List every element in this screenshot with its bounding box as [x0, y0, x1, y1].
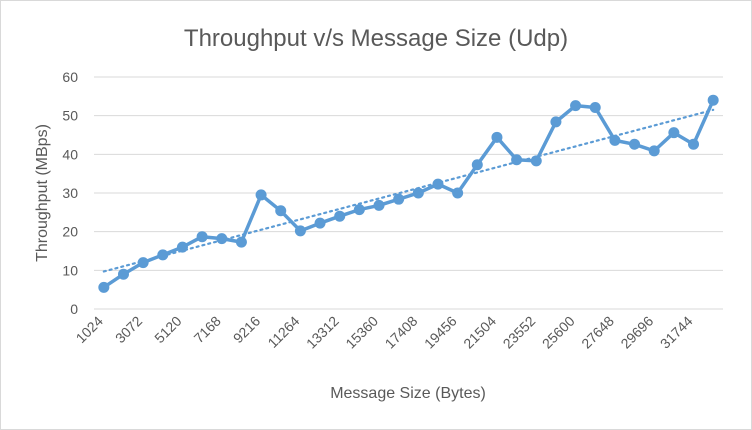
y-axis-title: Throughput (MBps): [34, 124, 51, 262]
data-point: [176, 241, 188, 253]
data-point: [137, 257, 149, 269]
x-tick-label: 17408: [382, 313, 421, 352]
data-point: [255, 189, 267, 201]
y-tick-label: 50: [62, 108, 78, 124]
data-point: [314, 217, 326, 229]
y-axis-ticks: 0 10 20 30 40 50 60: [62, 69, 78, 317]
data-point: [216, 233, 228, 245]
x-axis-ticks: 1024 3072 5120 7168 9216 11264 13312 15360 17408…: [73, 313, 696, 352]
data-point: [157, 249, 169, 261]
x-axis-title: Message Size (Bytes): [330, 385, 486, 402]
data-point: [294, 225, 306, 237]
series-line: [102, 99, 715, 289]
data-point: [334, 210, 346, 222]
y-tick-label: 30: [62, 185, 78, 201]
data-point: [393, 193, 405, 205]
data-point: [550, 116, 562, 128]
data-point: [117, 268, 129, 280]
data-point: [530, 155, 542, 167]
x-tick-label: 19456: [421, 313, 460, 352]
y-tick-label: 0: [70, 301, 78, 317]
data-point: [491, 131, 503, 143]
data-point: [629, 138, 641, 150]
x-tick-label: 5120: [151, 313, 184, 346]
y-tick-label: 60: [62, 69, 78, 85]
x-tick-label: 23552: [500, 313, 539, 352]
x-tick-label: 29696: [617, 313, 656, 352]
trendline: [102, 108, 715, 273]
data-point: [471, 159, 483, 171]
data-point: [432, 178, 444, 190]
y-tick-label: 10: [62, 262, 78, 278]
data-point: [235, 236, 247, 248]
data-point: [668, 127, 680, 139]
data-point: [648, 145, 660, 157]
data-point: [589, 102, 601, 114]
chart-title: Throughput v/s Message Size (Udp): [184, 25, 568, 52]
x-tick-label: 3072: [112, 313, 145, 346]
y-tick-label: 40: [62, 146, 78, 162]
y-tick-label: 20: [62, 224, 78, 240]
x-tick-label: 9216: [230, 313, 263, 346]
x-tick-label: 21504: [460, 313, 499, 352]
x-tick-label: 27648: [578, 313, 617, 352]
gridlines: [94, 76, 723, 271]
data-point: [688, 138, 700, 150]
x-tick-label: 25600: [539, 313, 578, 352]
x-tick-label: 31744: [657, 313, 696, 352]
data-point: [373, 199, 385, 211]
data-point: [98, 281, 110, 293]
data-point: [353, 204, 365, 216]
data-point: [511, 154, 523, 166]
x-tick-label: 13312: [303, 313, 342, 352]
data-point: [275, 205, 287, 217]
data-point: [707, 94, 719, 106]
series-markers: [98, 94, 719, 293]
data-point: [412, 187, 424, 199]
data-point: [609, 134, 621, 146]
data-point: [196, 231, 208, 243]
x-tick-label: 7168: [191, 313, 224, 346]
data-point: [452, 187, 464, 199]
x-tick-label: 15360: [342, 313, 381, 352]
data-point: [570, 100, 582, 112]
x-tick-label: 1024: [73, 313, 106, 346]
x-tick-label: 11264: [264, 313, 302, 351]
